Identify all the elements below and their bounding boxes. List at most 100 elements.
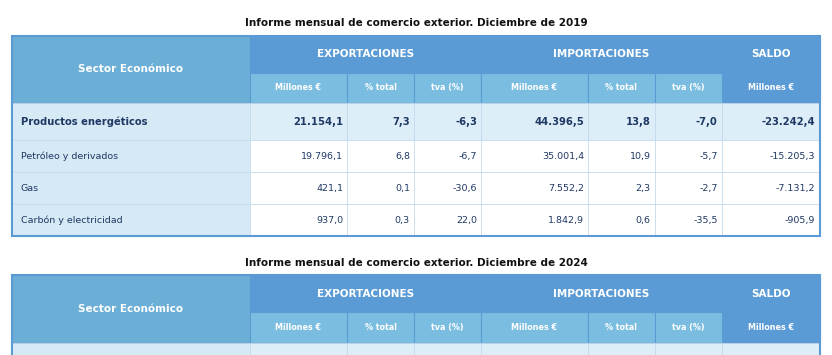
Bar	[414, 140, 481, 172]
Bar	[250, 312, 347, 343]
Bar	[481, 140, 588, 172]
Text: Carbón y electricidad: Carbón y electricidad	[21, 215, 122, 225]
Text: % total: % total	[606, 83, 637, 92]
Bar	[347, 312, 414, 343]
Bar	[347, 204, 414, 236]
Bar	[250, 73, 347, 103]
Bar	[250, 204, 347, 236]
Bar	[722, 343, 820, 355]
Bar	[722, 140, 820, 172]
Bar	[588, 140, 655, 172]
Bar	[250, 140, 347, 172]
Text: -905,9: -905,9	[785, 215, 815, 225]
Text: -6,7: -6,7	[458, 152, 477, 161]
Bar	[12, 36, 250, 103]
Bar	[347, 103, 414, 140]
Text: 7,3: 7,3	[393, 116, 410, 127]
Text: 6,8: 6,8	[395, 152, 410, 161]
Bar	[655, 103, 722, 140]
Bar	[414, 312, 481, 343]
Bar	[481, 312, 588, 343]
Bar	[250, 343, 347, 355]
Text: 13,8: 13,8	[626, 116, 651, 127]
Text: Gas: Gas	[21, 184, 39, 193]
Bar	[347, 140, 414, 172]
Bar	[722, 204, 820, 236]
Text: -30,6: -30,6	[453, 184, 477, 193]
Text: -15.205,3: -15.205,3	[770, 152, 815, 161]
Bar	[481, 103, 588, 140]
Text: % total: % total	[606, 323, 637, 332]
Text: Millones €: Millones €	[512, 323, 557, 332]
Bar	[655, 172, 722, 204]
Text: tva (%): tva (%)	[431, 83, 464, 92]
Text: 35.001,4: 35.001,4	[542, 152, 584, 161]
Bar	[655, 140, 722, 172]
Text: 7.552,2: 7.552,2	[547, 184, 584, 193]
Bar	[481, 172, 588, 204]
Bar	[250, 172, 347, 204]
Text: 10,9: 10,9	[630, 152, 651, 161]
Bar	[481, 343, 588, 355]
Bar	[588, 204, 655, 236]
Text: 0,3: 0,3	[395, 215, 410, 225]
Text: 21.154,1: 21.154,1	[293, 116, 343, 127]
Text: -6,3: -6,3	[455, 116, 477, 127]
Bar	[722, 172, 820, 204]
Text: 0,6: 0,6	[636, 215, 651, 225]
Text: -7,0: -7,0	[696, 116, 718, 127]
Text: Millones €: Millones €	[275, 323, 321, 332]
Bar	[481, 275, 722, 312]
Text: Millones €: Millones €	[512, 83, 557, 92]
Text: % total: % total	[364, 323, 397, 332]
Bar	[588, 312, 655, 343]
Text: -23.242,4: -23.242,4	[762, 116, 815, 127]
Text: EXPORTACIONES: EXPORTACIONES	[317, 49, 414, 59]
Bar	[347, 343, 414, 355]
Text: tva (%): tva (%)	[672, 323, 705, 332]
Text: Millones €: Millones €	[748, 83, 794, 92]
Text: 0,1: 0,1	[395, 184, 410, 193]
Text: % total: % total	[364, 83, 397, 92]
Text: Millones €: Millones €	[748, 323, 794, 332]
Text: -5,7: -5,7	[700, 152, 718, 161]
Bar	[655, 73, 722, 103]
Bar	[250, 275, 481, 312]
Text: -7.131,2: -7.131,2	[776, 184, 815, 193]
Bar	[481, 73, 588, 103]
Text: Informe mensual de comercio exterior. Diciembre de 2019: Informe mensual de comercio exterior. Di…	[245, 18, 587, 28]
Bar	[481, 36, 722, 73]
Text: 937,0: 937,0	[316, 215, 343, 225]
Bar	[250, 36, 481, 73]
Bar	[414, 103, 481, 140]
Bar	[414, 73, 481, 103]
Text: EXPORTACIONES: EXPORTACIONES	[317, 289, 414, 299]
Bar	[588, 73, 655, 103]
Bar	[481, 204, 588, 236]
Text: Informe mensual de comercio exterior. Diciembre de 2024: Informe mensual de comercio exterior. Di…	[245, 258, 587, 268]
Text: 44.396,5: 44.396,5	[534, 116, 584, 127]
Bar	[12, 172, 250, 204]
Bar	[250, 103, 347, 140]
Text: Productos energéticos: Productos energéticos	[21, 116, 147, 127]
Bar	[347, 73, 414, 103]
Text: Sector Económico: Sector Económico	[78, 304, 184, 314]
Text: -2,7: -2,7	[700, 184, 718, 193]
Bar	[722, 103, 820, 140]
Bar	[588, 172, 655, 204]
Text: 2,3: 2,3	[636, 184, 651, 193]
Text: SALDO: SALDO	[751, 289, 790, 299]
Text: Petróleo y derivados: Petróleo y derivados	[21, 152, 118, 161]
Bar	[414, 204, 481, 236]
Bar	[12, 343, 250, 355]
Text: IMPORTACIONES: IMPORTACIONES	[553, 289, 650, 299]
Text: 22,0: 22,0	[456, 215, 477, 225]
Text: 19.796,1: 19.796,1	[301, 152, 343, 161]
Text: Sector Económico: Sector Económico	[78, 64, 184, 74]
Text: 421,1: 421,1	[316, 184, 343, 193]
Bar	[588, 343, 655, 355]
Bar	[722, 36, 820, 103]
Text: Millones €: Millones €	[275, 83, 321, 92]
Bar	[722, 275, 820, 343]
Text: tva (%): tva (%)	[672, 83, 705, 92]
